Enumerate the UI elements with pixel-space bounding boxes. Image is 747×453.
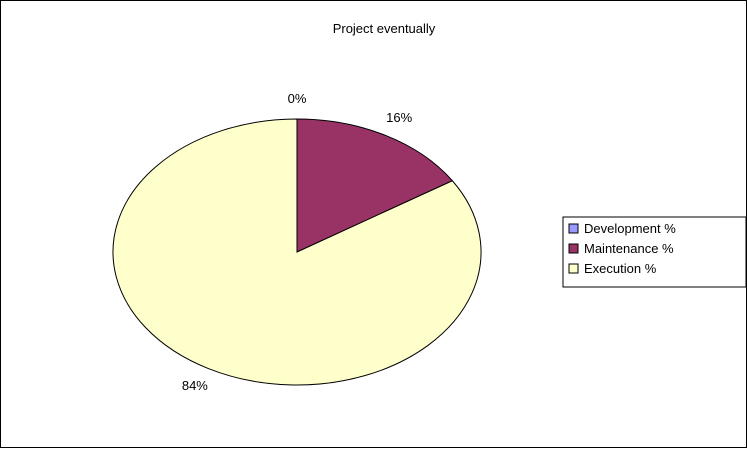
data-label-maintenance: 16%: [386, 110, 412, 125]
chart-title: Project eventually: [333, 21, 436, 36]
legend-swatch-development: [568, 223, 579, 234]
pie-data-labels: 0% 16% 84%: [182, 91, 413, 393]
pie-slice-execution: [112, 118, 482, 386]
data-label-development: 0%: [288, 91, 307, 106]
legend-box: [562, 216, 747, 288]
legend-label-maintenance: Maintenance %: [584, 241, 674, 256]
legend: Development % Maintenance % Execution %: [562, 216, 747, 288]
legend-label-execution: Execution %: [584, 261, 657, 276]
data-label-execution: 84%: [182, 378, 208, 393]
legend-swatch-maintenance: [568, 243, 579, 254]
legend-label-development: Development %: [584, 221, 676, 236]
legend-swatch-execution: [568, 263, 579, 274]
legend-items: Development % Maintenance % Execution %: [568, 221, 676, 276]
pie-slices: [112, 118, 482, 386]
pie-slice-maintenance: [296, 118, 454, 253]
